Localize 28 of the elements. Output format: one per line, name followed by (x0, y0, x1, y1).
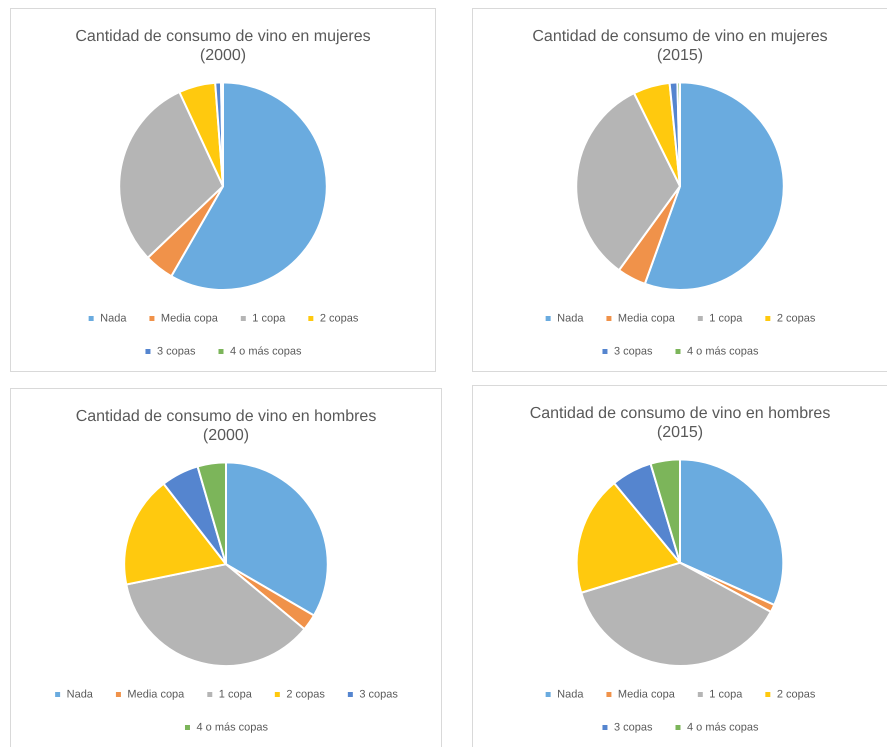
legend-label: Media copa (618, 688, 676, 701)
legend-label: Media copa (618, 312, 676, 325)
chart-title: Cantidad de consumo de vino en hombres (2015) (530, 405, 830, 442)
legend-label: 2 copas (320, 312, 359, 325)
legend-label: 1 copa (218, 688, 253, 701)
legend-label: 3 copas (614, 346, 653, 358)
legend-label: 1 copa (709, 312, 744, 325)
legend-label: Nada (100, 312, 128, 325)
legend-label: 4 o más copas (230, 346, 302, 358)
legend-label: 2 copas (776, 312, 816, 325)
legend-label: 2 copas (286, 688, 326, 701)
legend-label: 3 copas (156, 346, 196, 358)
legend-label: 4 o más copas (686, 722, 760, 734)
legend-label: 3 copas (359, 688, 398, 701)
legend-label: 1 copa (252, 312, 286, 325)
chart-title: Cantidad de consumo de vino en mujeres (2000) (75, 28, 371, 64)
legend-label: 1 copa (709, 688, 744, 701)
legend-label: 4 o más copas (686, 346, 760, 358)
chart-title: Cantidad de consumo de vino en hombres (2000) (76, 408, 376, 444)
legend-label: Media copa (127, 688, 186, 701)
legend-label: Nada (557, 688, 584, 701)
legend-label: 4 o más copas (196, 722, 269, 734)
legend-label: 3 copas (614, 722, 653, 734)
legend-label: Nada (557, 312, 584, 325)
legend-label: 2 copas (776, 688, 816, 701)
legend-label: Nada (66, 688, 94, 701)
chart-title: Cantidad de consumo de vino en mujeres (2015) (532, 28, 828, 64)
legend-label: Media copa (160, 312, 219, 325)
